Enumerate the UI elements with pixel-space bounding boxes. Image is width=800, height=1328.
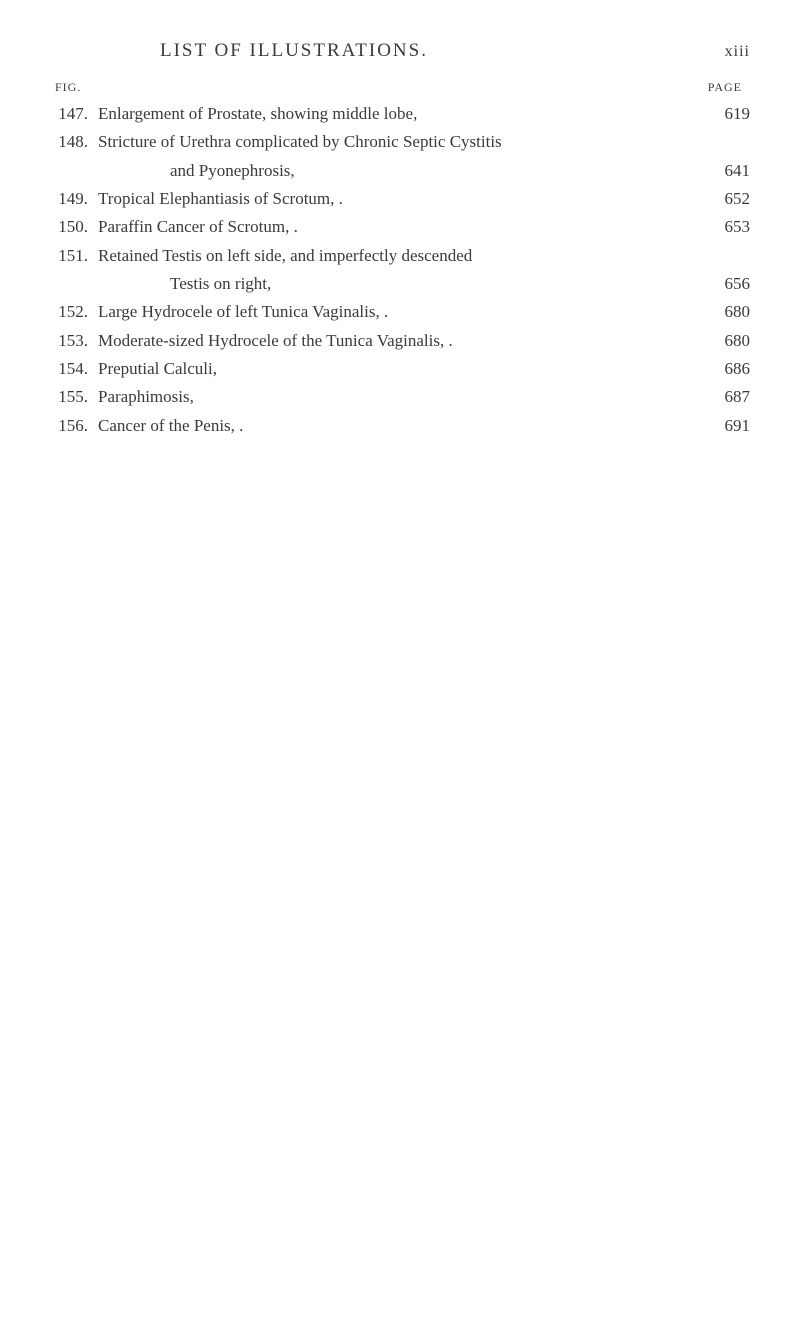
entry-number: 151. [50,243,92,269]
entry-number: 148. [50,129,92,155]
list-entry: 150.Paraffin Cancer of Scrotum, .653 [50,214,750,240]
entry-text: Large Hydrocele of left Tunica Vaginalis… [92,299,700,325]
entry-page-number: 619 [700,101,750,127]
page-title: LIST OF ILLUSTRATIONS. [160,40,428,62]
entry-text: Preputial Calculi, [92,356,700,382]
entry-page-number: 687 [700,384,750,410]
list-entry: 154.Preputial Calculi,686 [50,356,750,382]
entries-list: 147.Enlargement of Prostate, showing mid… [50,101,750,439]
entry-number: 150. [50,214,92,240]
roman-page-number: xiii [725,43,750,61]
list-entry: Testis on right,656 [50,271,750,297]
entry-page-number: 680 [700,328,750,354]
entry-text: Stricture of Urethra complicated by Chro… [92,129,700,155]
entry-text: Testis on right, [92,271,700,297]
entry-number: 149. [50,186,92,212]
entry-number [50,271,92,297]
entry-text: Retained Testis on left side, and imperf… [92,243,700,269]
header-row: LIST OF ILLUSTRATIONS. xiii [50,40,750,62]
list-entry: 155.Paraphimosis,687 [50,384,750,410]
entry-number: 156. [50,413,92,439]
list-entry: 151.Retained Testis on left side, and im… [50,243,750,269]
entry-page-number: 680 [700,299,750,325]
entry-text: Enlargement of Prostate, showing middle … [92,101,700,127]
entry-page-number [700,129,750,155]
list-entry: 156.Cancer of the Penis, .691 [50,413,750,439]
entry-number: 155. [50,384,92,410]
entry-page-number: 691 [700,413,750,439]
list-entry: 152.Large Hydrocele of left Tunica Vagin… [50,299,750,325]
entry-text: Paraffin Cancer of Scrotum, . [92,214,700,240]
entry-text: Paraphimosis, [92,384,700,410]
entry-number: 147. [50,101,92,127]
entry-number [50,158,92,184]
entry-page-number: 641 [700,158,750,184]
entry-text: and Pyonephrosis, [92,158,700,184]
entry-page-number [700,243,750,269]
fig-column-label: FIG. [50,80,81,95]
page-column-label: PAGE [708,80,750,95]
list-entry: and Pyonephrosis,641 [50,158,750,184]
entry-page-number: 686 [700,356,750,382]
entry-page-number: 652 [700,186,750,212]
entry-page-number: 656 [700,271,750,297]
entry-number: 153. [50,328,92,354]
entry-text: Cancer of the Penis, . [92,413,700,439]
entry-text: Tropical Elephantiasis of Scrotum, . [92,186,700,212]
list-entry: 153.Moderate-sized Hydrocele of the Tuni… [50,328,750,354]
entry-number: 152. [50,299,92,325]
entry-number: 154. [50,356,92,382]
column-headers: FIG. PAGE [50,80,750,95]
list-entry: 147.Enlargement of Prostate, showing mid… [50,101,750,127]
entry-page-number: 653 [700,214,750,240]
list-entry: 149.Tropical Elephantiasis of Scrotum, .… [50,186,750,212]
list-entry: 148.Stricture of Urethra complicated by … [50,129,750,155]
entry-text: Moderate-sized Hydrocele of the Tunica V… [92,328,700,354]
